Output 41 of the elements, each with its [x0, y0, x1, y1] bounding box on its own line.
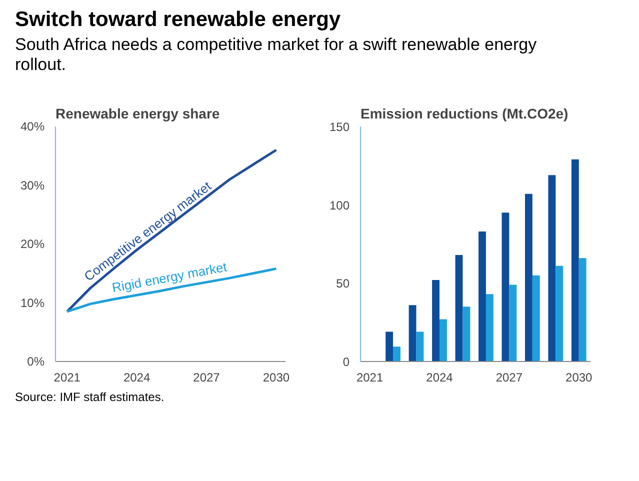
bar — [524, 194, 532, 362]
x-tick-label: 2030 — [566, 370, 593, 384]
x-tick-label: 2027 — [496, 370, 523, 384]
x-tick-label: 2021 — [54, 370, 81, 384]
line-series — [66, 148, 278, 313]
bar — [548, 175, 556, 362]
bar — [416, 332, 424, 362]
y-tick-label: 50 — [336, 276, 350, 291]
source-note: Source: IMF staff estimates. — [14, 389, 164, 406]
y-tick-label: 10% — [20, 296, 45, 310]
bar — [502, 212, 510, 362]
text: Switch toward renewable energy — [15, 7, 342, 33]
bar — [386, 332, 394, 362]
y-tick-label: 30% — [20, 178, 45, 192]
bar — [432, 280, 440, 362]
bar — [556, 266, 564, 362]
y-tick-label: 20% — [20, 237, 45, 251]
x-tick-label: 2024 — [123, 370, 150, 384]
text: South Africa needs a competitive market for a swift renewable energy rollout. — [15, 35, 538, 74]
bar — [462, 306, 470, 362]
bar — [509, 284, 517, 362]
chart-title: Renewable energy share — [56, 106, 220, 122]
y-tick-label: 40% — [20, 120, 45, 134]
bar — [486, 294, 494, 362]
bar — [408, 305, 416, 362]
y-tick-label: 0 — [342, 355, 350, 369]
bar — [478, 231, 486, 362]
y-tick-label: 150 — [329, 120, 350, 134]
x-tick-label: 2030 — [262, 370, 290, 384]
x-tick-label: 2024 — [426, 370, 454, 384]
bar — [393, 346, 400, 362]
y-tick-label: 0% — [27, 354, 45, 368]
bar — [571, 159, 579, 362]
bar — [532, 275, 540, 362]
bar — [578, 258, 586, 362]
bar — [455, 254, 463, 362]
chart-title: Emission reductions (Mt.CO2e) — [360, 106, 568, 122]
y-tick-label: 100 — [329, 198, 350, 212]
x-tick-label: 2021 — [356, 370, 384, 384]
bar — [439, 319, 447, 362]
x-tick-label: 2027 — [193, 370, 220, 384]
